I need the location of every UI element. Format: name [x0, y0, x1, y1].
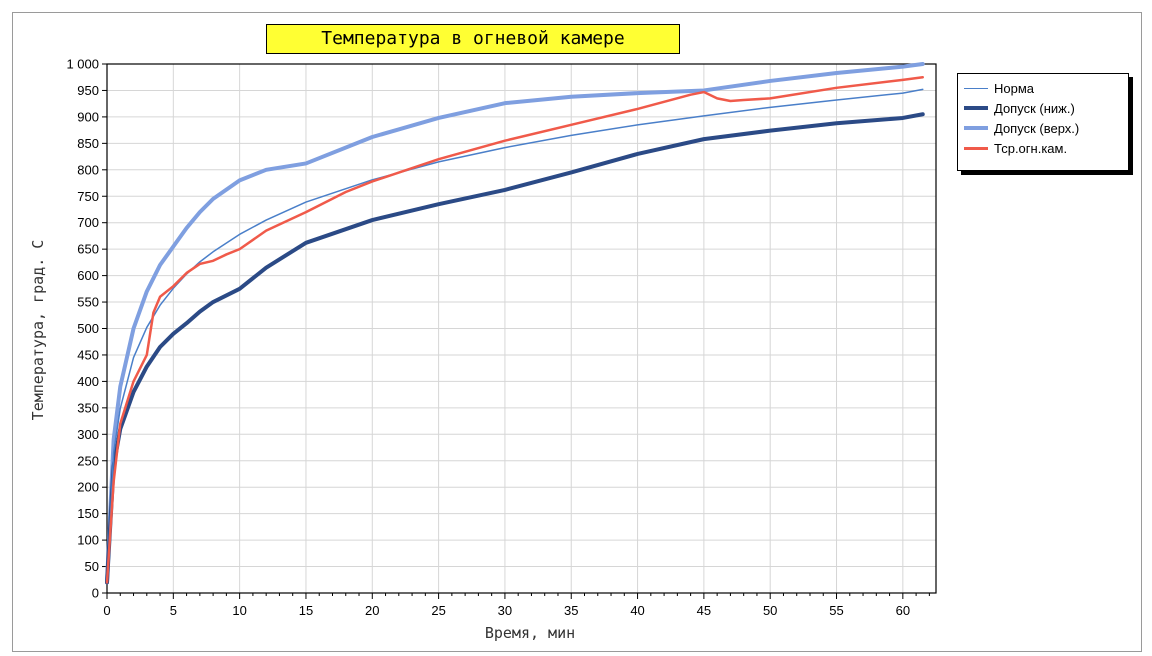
legend-label-norma: Норма — [994, 80, 1035, 96]
x-tick-label: 20 — [365, 603, 379, 618]
legend-item-lower: Допуск (ниж.) — [964, 98, 1075, 118]
y-tick-label: 650 — [77, 242, 99, 257]
legend-swatch-measured — [964, 146, 988, 150]
y-tick-label: 200 — [77, 480, 99, 495]
axis-layer — [102, 63, 937, 599]
grid-layer — [106, 63, 936, 594]
series-line-lower — [105, 112, 925, 585]
legend-label-lower: Допуск (ниж.) — [994, 100, 1075, 116]
y-tick-label: 250 — [77, 453, 99, 468]
x-tick-label: 50 — [763, 603, 777, 618]
plot-border — [106, 63, 937, 594]
y-tick-label: 350 — [77, 400, 99, 415]
y-tick-label: 850 — [77, 136, 99, 151]
legend-swatch-upper — [964, 126, 988, 130]
x-tick-label: 55 — [829, 603, 843, 618]
x-tick-label: 10 — [232, 603, 246, 618]
y-tick-label: 950 — [77, 83, 99, 98]
x-tick-label: 40 — [630, 603, 644, 618]
x-tick-label: 15 — [299, 603, 313, 618]
series-line-measured — [105, 75, 924, 584]
legend-label-measured: Тср.огн.кам. — [994, 140, 1068, 156]
y-tick-label: 550 — [77, 295, 99, 310]
tick-layer: 0501001502002503003504004505005506006507… — [66, 57, 910, 619]
y-tick-label: 0 — [92, 586, 99, 601]
legend-swatch-lower — [964, 106, 988, 110]
series-line-upper — [105, 62, 925, 585]
chart-title: Температура в огневой камере — [266, 24, 680, 54]
series-layer — [105, 62, 925, 585]
x-tick-label: 60 — [896, 603, 910, 618]
y-tick-label: 450 — [77, 347, 99, 362]
legend-item-norma: Норма — [964, 78, 1034, 98]
y-tick-label: 500 — [77, 321, 99, 336]
series-line-norma — [106, 88, 924, 584]
x-tick-label: 45 — [697, 603, 711, 618]
legend-label-upper: Допуск (верх.) — [994, 120, 1080, 136]
x-tick-label: 30 — [498, 603, 512, 618]
legend-item-measured: Тср.огн.кам. — [964, 138, 1067, 158]
y-tick-label: 750 — [77, 189, 99, 204]
chart-legend: Норма Допуск (ниж.) Допуск (верх.) Тср.о… — [957, 73, 1129, 171]
x-tick-label: 25 — [431, 603, 445, 618]
x-tick-label: 5 — [170, 603, 177, 618]
y-tick-label: 400 — [77, 374, 99, 389]
y-tick-label: 100 — [77, 533, 99, 548]
x-axis-title: Время, мин — [484, 624, 576, 642]
y-tick-label: 1 000 — [66, 57, 99, 72]
x-tick-label: 35 — [564, 603, 578, 618]
y-tick-label: 700 — [77, 215, 99, 230]
y-tick-label: 150 — [77, 506, 99, 521]
y-tick-label: 300 — [77, 427, 99, 442]
x-tick-label: 0 — [103, 603, 110, 618]
y-axis-title: Температура, град. С — [29, 239, 47, 421]
legend-swatch-norma — [964, 87, 988, 89]
legend-item-upper: Допуск (верх.) — [964, 118, 1079, 138]
y-tick-label: 600 — [77, 268, 99, 283]
y-tick-label: 900 — [77, 109, 99, 124]
y-tick-label: 800 — [77, 162, 99, 177]
y-tick-label: 50 — [85, 559, 99, 574]
